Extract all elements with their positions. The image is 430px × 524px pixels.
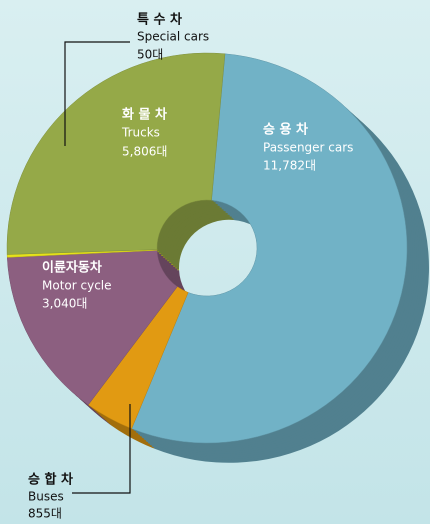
slice-label: 화 물 차 bbox=[122, 107, 167, 123]
slice-label: 특 수 차 bbox=[137, 12, 182, 28]
slice-label-en: Buses bbox=[28, 490, 64, 504]
slice-label-en: Special cars bbox=[137, 30, 209, 44]
slice-label-en: Motor cycle bbox=[42, 279, 112, 293]
value-label: 50대 bbox=[137, 48, 163, 62]
slice-label: 이륜자동차 bbox=[42, 260, 102, 276]
value-label: 3,040대 bbox=[42, 297, 87, 311]
leader-line bbox=[72, 404, 131, 494]
leader-line bbox=[64, 41, 130, 146]
slice-label-en: Passenger cars bbox=[263, 141, 353, 155]
slice bbox=[6, 52, 226, 255]
slice-label: 승 용 차 bbox=[263, 122, 308, 138]
value-label: 5,806대 bbox=[122, 145, 167, 159]
slice-label: 승 합 차 bbox=[28, 472, 73, 488]
slice bbox=[6, 250, 178, 406]
slice bbox=[131, 53, 408, 444]
value-label: 11,782대 bbox=[263, 159, 316, 173]
value-label: 855대 bbox=[28, 507, 62, 521]
slice-label-en: Trucks bbox=[121, 126, 160, 140]
